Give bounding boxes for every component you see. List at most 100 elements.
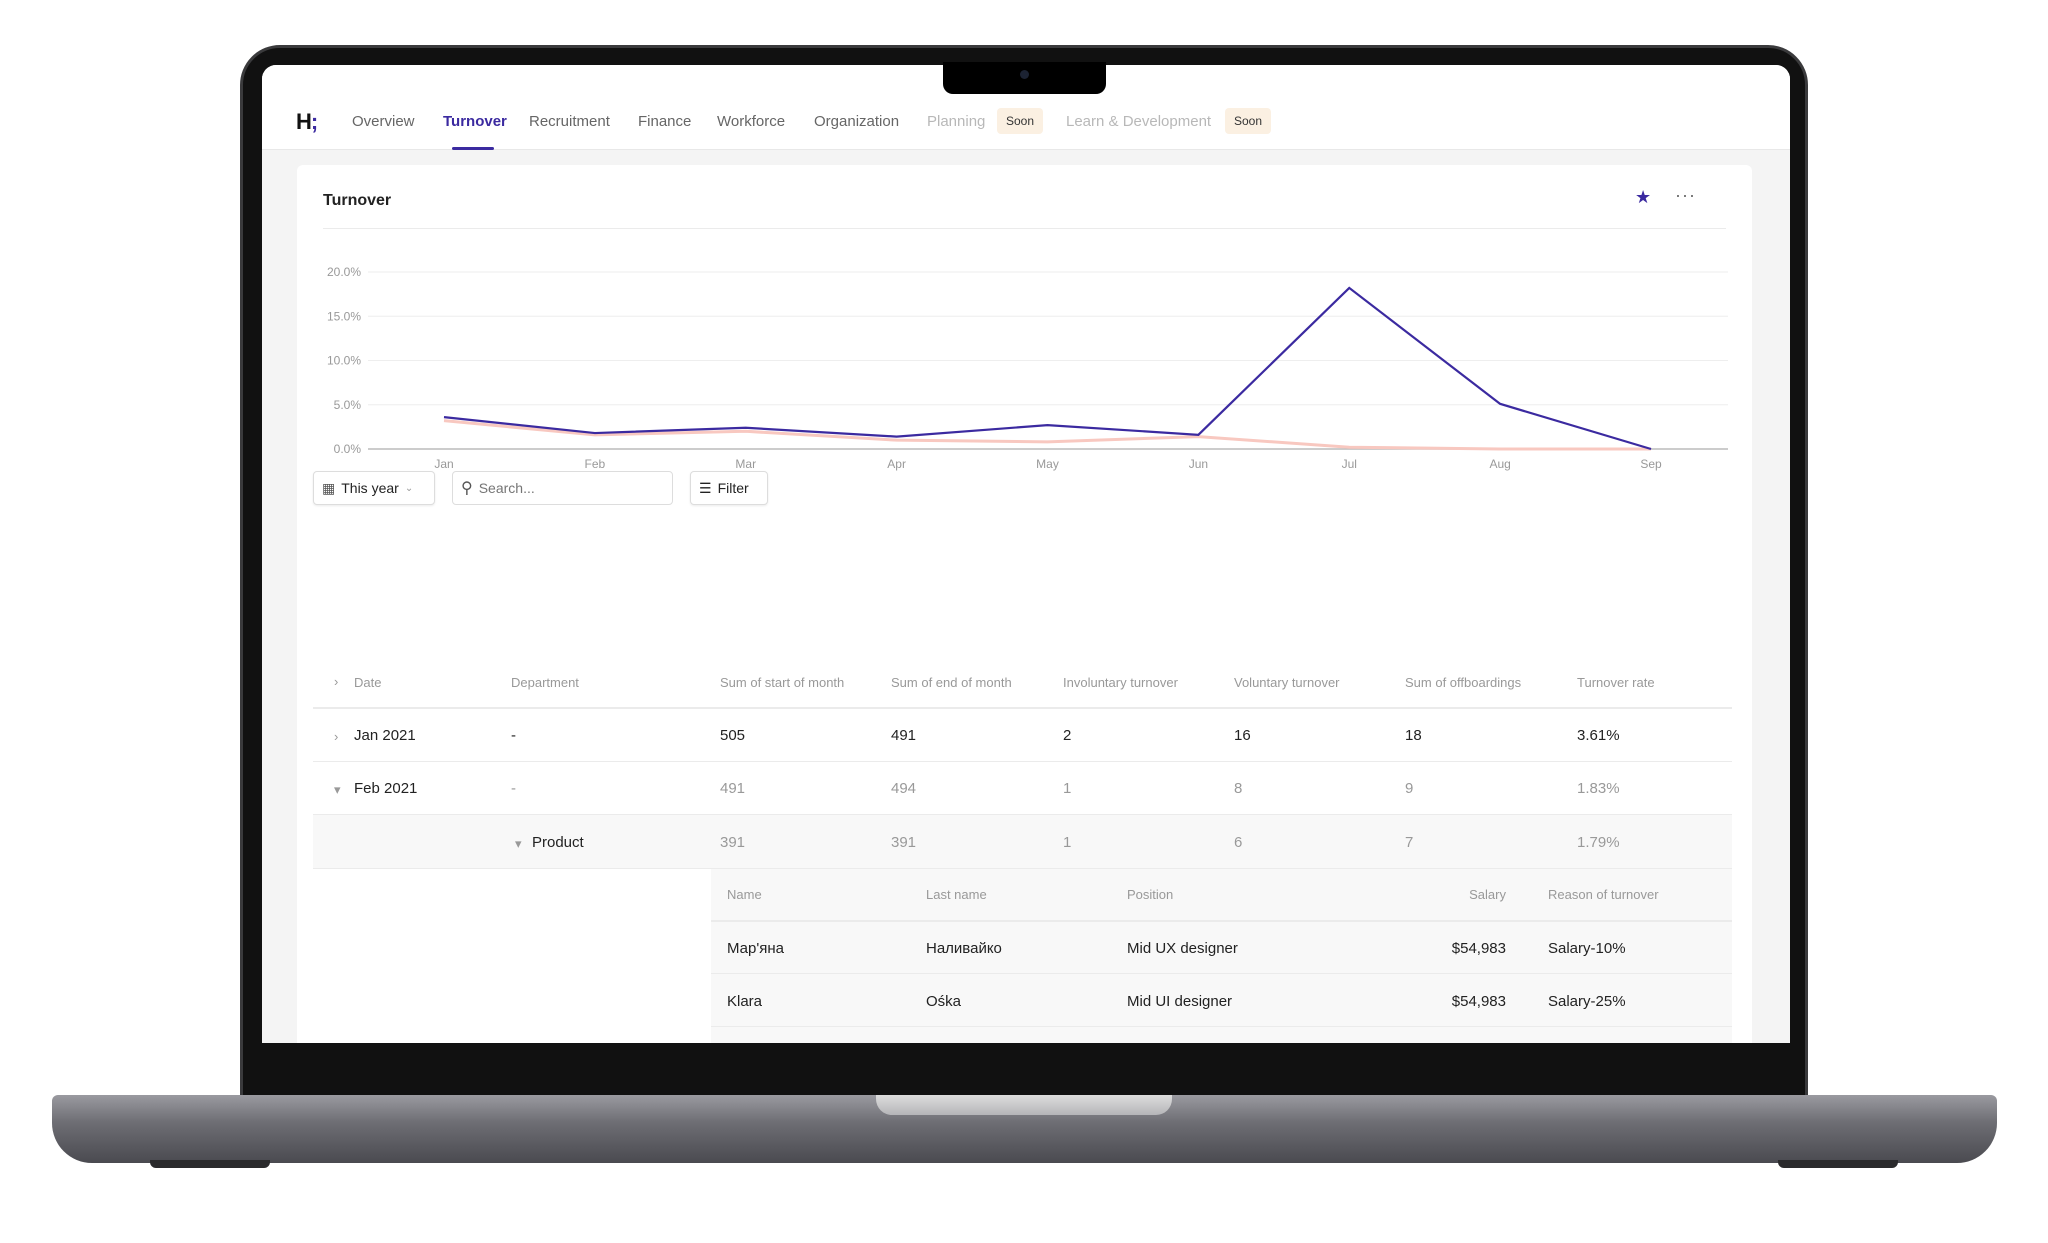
table-cell: 505 bbox=[720, 727, 746, 744]
nav-organization[interactable]: Organization bbox=[814, 113, 900, 130]
search-field[interactable]: ⚲ bbox=[452, 471, 673, 505]
column-header: Voluntary turnover bbox=[1234, 675, 1340, 690]
subtable-cell: Salary-10% bbox=[1548, 940, 1626, 957]
column-header: Department bbox=[511, 675, 579, 690]
table-cell: 391 bbox=[891, 834, 917, 851]
y-tick-label: 20.0% bbox=[327, 265, 361, 279]
x-tick-label: Sep bbox=[1640, 457, 1662, 471]
subtable-header: Reason of turnover bbox=[1548, 887, 1659, 902]
subtable-row-divider bbox=[711, 973, 1732, 974]
table-cell: 391 bbox=[720, 834, 746, 851]
series-line-0 bbox=[443, 286, 1652, 451]
subtable-header: Last name bbox=[926, 887, 987, 902]
period-value: This year bbox=[341, 480, 399, 496]
table-cell: 8 bbox=[1234, 780, 1243, 797]
y-tick-label: 5.0% bbox=[334, 398, 362, 412]
product-row-bg bbox=[313, 815, 1732, 869]
table-cell: 2 bbox=[1063, 727, 1072, 744]
column-header: Involuntary turnover bbox=[1063, 675, 1178, 690]
search-icon: ⚲ bbox=[461, 480, 473, 497]
column-header: Sum of end of month bbox=[891, 675, 1012, 690]
x-tick-label: May bbox=[1036, 457, 1059, 471]
camera-icon bbox=[1020, 70, 1029, 79]
y-tick-label: 15.0% bbox=[327, 309, 361, 323]
turnover-line-chart: 0.0% 5.0% 10.0% 15.0% 20.0% Jan Feb Mar Apr May Ju… bbox=[327, 265, 1728, 471]
y-tick-label: 0.0% bbox=[334, 442, 362, 456]
subtable-cell: Мар'яна bbox=[727, 940, 784, 957]
collapse-caret[interactable]: ▾ bbox=[334, 782, 341, 797]
subtable-row-divider bbox=[711, 1026, 1732, 1027]
nav-finance[interactable]: Finance bbox=[638, 113, 692, 130]
column-header: Sum of offboardings bbox=[1405, 675, 1522, 690]
table-cell: 491 bbox=[891, 727, 917, 744]
nav-recruitment[interactable]: Recruitment bbox=[529, 113, 610, 130]
x-tick-label: Jun bbox=[1189, 457, 1208, 471]
x-tick-label: Mar bbox=[735, 457, 756, 471]
subtable-header: Name bbox=[727, 887, 762, 902]
nav-planning[interactable]: Planning bbox=[927, 113, 986, 130]
table-cell: 494 bbox=[891, 780, 917, 797]
subtable-cell: Ośka bbox=[926, 993, 962, 1010]
subtable-cell: Mid UI designer bbox=[1127, 993, 1233, 1010]
collapse-caret[interactable]: ▾ bbox=[515, 836, 522, 851]
x-tick-label: Jul bbox=[1342, 457, 1357, 471]
laptop-foot bbox=[150, 1160, 270, 1168]
subtable-cell: $54,983 bbox=[1451, 940, 1506, 957]
table-cell: 1.83% bbox=[1577, 780, 1620, 797]
subtable-cell: Salary-25% bbox=[1548, 993, 1626, 1010]
x-tick-label: Aug bbox=[1489, 457, 1510, 471]
nav-learn-development[interactable]: Learn & Development bbox=[1066, 113, 1212, 130]
header-divider bbox=[313, 707, 1732, 709]
row-divider bbox=[313, 814, 1732, 815]
calendar-icon: ▦ bbox=[322, 479, 336, 496]
filter-button[interactable]: ☰ Filter bbox=[690, 471, 768, 505]
laptop-hinge-notch bbox=[876, 1095, 1172, 1115]
nav-workforce[interactable]: Workforce bbox=[717, 113, 786, 130]
subtable-cell: $54,983 bbox=[1451, 993, 1506, 1010]
table-cell: 16 bbox=[1234, 727, 1251, 744]
row-divider bbox=[313, 761, 1732, 762]
soon-badge: Soon bbox=[997, 108, 1044, 134]
star-icon[interactable]: ★ bbox=[1635, 187, 1652, 207]
subtable-cell: Наливайко bbox=[926, 940, 1002, 957]
period-dropdown[interactable]: ▦ This year ⌄ bbox=[313, 471, 435, 505]
table-cell: - bbox=[511, 727, 516, 744]
search-input[interactable] bbox=[478, 480, 649, 496]
subtable-bg bbox=[711, 869, 1732, 1043]
expand-all-caret[interactable]: › bbox=[334, 674, 339, 689]
subtable-cell: Mid UX designer bbox=[1127, 940, 1238, 957]
subtable-header: Salary bbox=[1469, 887, 1506, 902]
active-tab-indicator bbox=[452, 147, 494, 150]
x-tick-label: Apr bbox=[887, 457, 906, 471]
nav-turnover[interactable]: Turnover bbox=[443, 113, 507, 130]
screen: H; Overview Turnover Recruitment Finance… bbox=[262, 65, 1790, 1043]
app-logo[interactable]: H; bbox=[296, 109, 318, 134]
table-cell: 7 bbox=[1405, 834, 1414, 851]
table-cell: 3.61% bbox=[1577, 727, 1620, 744]
laptop-foot bbox=[1778, 1160, 1898, 1168]
subtable-header: Position bbox=[1127, 887, 1174, 902]
table-cell: 1 bbox=[1063, 834, 1072, 851]
column-header: Turnover rate bbox=[1577, 675, 1655, 690]
table-cell: 491 bbox=[720, 780, 746, 797]
subtable-cell: Klara bbox=[727, 993, 763, 1010]
x-tick-label: Jan bbox=[434, 457, 453, 471]
table-cell: 1 bbox=[1063, 780, 1072, 797]
table-cell: Feb 2021 bbox=[354, 780, 418, 797]
filter-label: Filter bbox=[717, 480, 749, 496]
subtable-divider bbox=[711, 920, 1732, 922]
nav-overview[interactable]: Overview bbox=[352, 113, 415, 130]
table-cell: 9 bbox=[1405, 780, 1414, 797]
x-tick-label: Feb bbox=[585, 457, 606, 471]
column-header: Sum of start of month bbox=[720, 675, 845, 690]
table-cell: 18 bbox=[1405, 727, 1422, 744]
chevron-down-icon: ⌄ bbox=[404, 482, 414, 494]
soon-badge: Soon bbox=[1225, 108, 1272, 134]
more-horizontal-icon[interactable]: ··· bbox=[1675, 185, 1696, 205]
expand-caret[interactable]: › bbox=[334, 729, 339, 744]
table-cell: 1.79% bbox=[1577, 834, 1620, 851]
filter-icon: ☰ bbox=[699, 479, 712, 496]
table-cell: 6 bbox=[1234, 834, 1243, 851]
row-divider bbox=[313, 868, 1732, 869]
table-cell: Product bbox=[532, 834, 584, 851]
